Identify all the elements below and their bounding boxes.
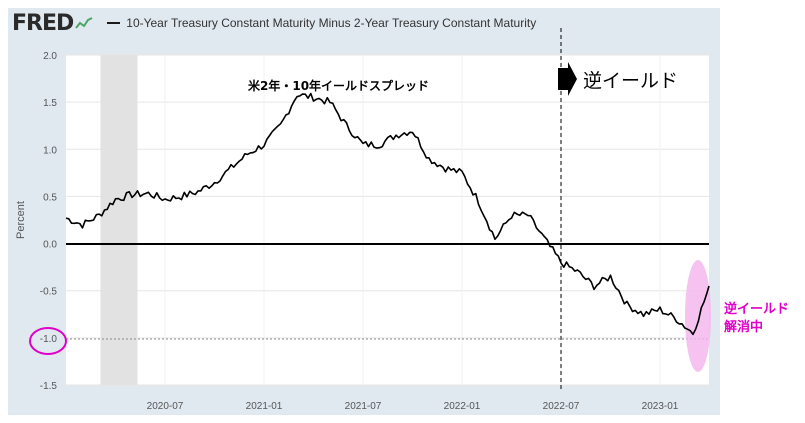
series-line [65,92,710,336]
y-tick-label: -1.5 [40,381,58,392]
spread-annotation: 米2年・10年イールドスプレッド [248,78,429,93]
x-tick-label: 2022-07 [543,401,580,412]
x-tick-label: 2022-01 [444,401,481,412]
y-tick-label: -1.0 [40,334,58,345]
y-tick-label: 1.0 [43,145,57,156]
resolution-annotation-line2: 解消中 [723,319,763,335]
x-tick-labels: 2020-07 2021-01 2021-07 2022-01 2022-07 2023-… [147,401,679,412]
recession-shading [100,55,138,385]
resolution-annotation-line1: 逆イールド [724,301,789,317]
y-tick-label: 0.5 [43,192,57,203]
y-tick-label: 1.5 [43,98,57,109]
minus-one-circle-marker [29,327,67,355]
x-tick-label: 2023-01 [642,401,679,412]
fred-graph-icon [75,17,93,29]
x-tick-label: 2021-01 [246,401,283,412]
x-tick-label: 2020-07 [147,401,184,412]
y-tick-label: -0.5 [40,287,58,298]
y-tick-label: 0.0 [43,240,57,251]
series-title: 10-Year Treasury Constant Maturity Minus… [126,16,537,30]
header: FRED 10-Year Treasury Constant Maturity … [12,10,536,36]
recession-band [100,55,138,385]
y-tick-labels: 2.0 1.5 1.0 0.5 0.0 -0.5 -1.0 -1.5 [40,51,58,392]
arrow-right-icon [558,62,577,96]
y-axis-label: Percent [15,201,27,239]
plot-area [66,55,709,385]
inversion-annotation: 逆イールド [583,70,678,92]
fred-logo[interactable]: FRED [12,10,74,36]
resolution-highlight [685,260,711,372]
x-tick-label: 2021-07 [345,401,382,412]
y-tick-label: 2.0 [43,51,57,62]
legend-line-swatch [107,22,121,24]
